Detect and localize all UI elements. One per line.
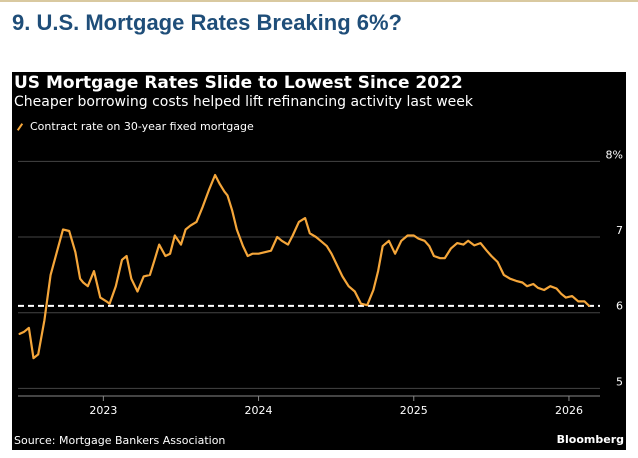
chart-title: US Mortgage Rates Slide to Lowest Since … bbox=[14, 73, 463, 93]
y-tick-label-7: 7 bbox=[616, 224, 623, 237]
y-tick-label-8: 8% bbox=[606, 148, 623, 161]
source-note: Source: Mortgage Bankers Association bbox=[14, 434, 226, 447]
top-rule bbox=[0, 0, 638, 2]
chart-panel: US Mortgage Rates Slide to Lowest Since … bbox=[12, 72, 626, 450]
x-tick-label-2025: 2025 bbox=[400, 404, 428, 417]
y-tick-label-5: 5 bbox=[616, 375, 623, 388]
x-tick-label-2024: 2024 bbox=[245, 404, 273, 417]
x-tick-label-2023: 2023 bbox=[89, 404, 117, 417]
legend: Contract rate on 30-year fixed mortgage bbox=[14, 120, 254, 133]
line-chart: 5 6 7 8% 2023 2024 2025 2026 bbox=[18, 148, 623, 417]
series-line-0 bbox=[18, 173, 591, 360]
legend-label: Contract rate on 30-year fixed mortgage bbox=[30, 120, 254, 133]
bloomberg-logo: Bloomberg bbox=[556, 433, 624, 446]
x-tick-label-2026: 2026 bbox=[555, 404, 583, 417]
chart-subtitle: Cheaper borrowing costs helped lift refi… bbox=[14, 94, 474, 110]
slide-title: 9. U.S. Mortgage Rates Breaking 6%? bbox=[12, 10, 402, 35]
y-tick-label-6: 6 bbox=[616, 300, 623, 313]
